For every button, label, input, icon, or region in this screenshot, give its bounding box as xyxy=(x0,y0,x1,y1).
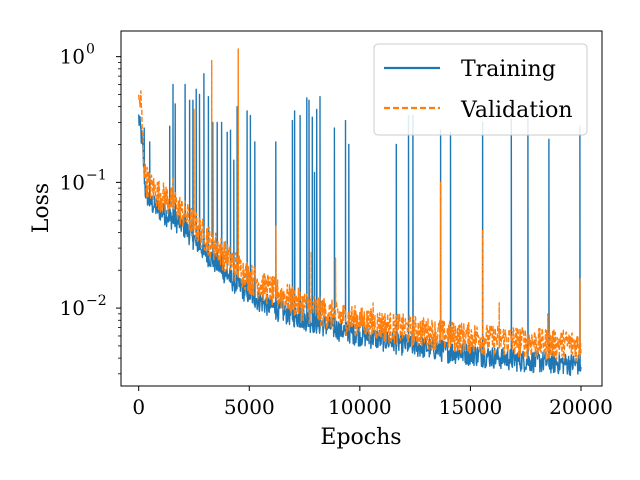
y-axis-label: Loss xyxy=(29,183,54,233)
y-tick-label: 10 xyxy=(60,296,85,320)
x-tick-label: 10000 xyxy=(328,395,392,419)
x-tick-label: 20000 xyxy=(549,395,613,419)
series-training xyxy=(138,73,582,376)
legend-validation-label: Validation xyxy=(460,98,573,123)
y-tick-label: 10 xyxy=(60,45,85,69)
y-tick-exponent: 0 xyxy=(86,42,95,58)
series-validation xyxy=(138,48,582,362)
x-axis-label: Epochs xyxy=(320,425,401,450)
series-line-validation xyxy=(138,48,582,362)
y-tick-exponent: −2 xyxy=(86,293,107,309)
y-tick-label: 10 xyxy=(60,170,85,194)
y-tick-exponent: −1 xyxy=(86,167,107,183)
x-tick-label: 5000 xyxy=(224,395,275,419)
legend-training-label: Training xyxy=(461,57,556,82)
plot-frame xyxy=(120,30,603,387)
x-tick-label: 0 xyxy=(132,395,145,419)
x-tick-label: 15000 xyxy=(439,395,503,419)
series-layer xyxy=(138,48,582,376)
legend: Training Validation xyxy=(373,43,588,136)
series-line-training xyxy=(138,73,582,376)
legend-box xyxy=(373,43,588,136)
